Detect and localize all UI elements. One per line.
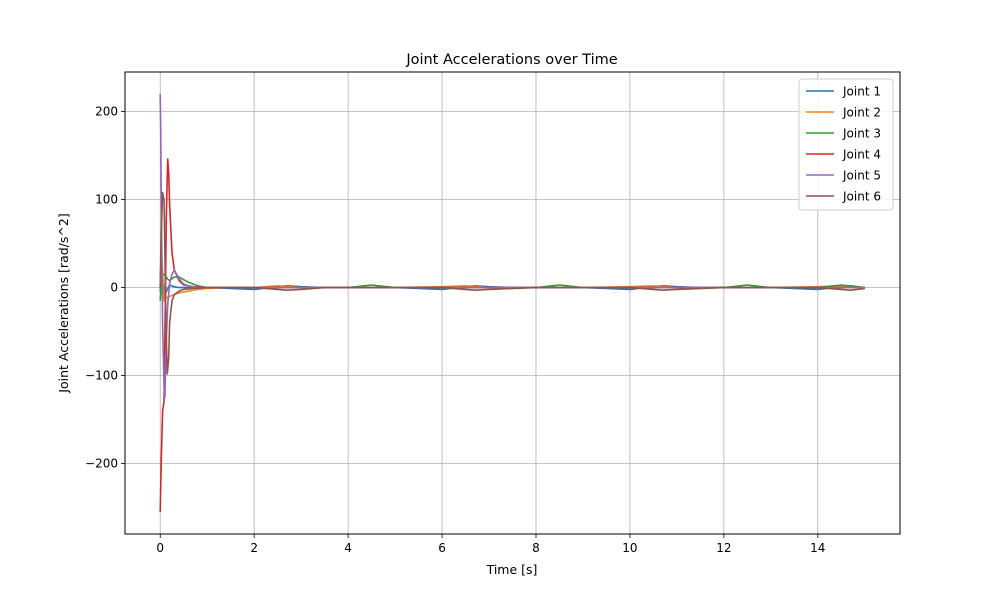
legend-label: Joint 2	[842, 106, 881, 120]
legend: Joint 1 Joint 2 Joint 3 Joint 4 Joint 5 Joint…	[798, 78, 894, 211]
y-tick-label: −200	[85, 457, 118, 471]
legend-label: Joint 1	[842, 85, 881, 99]
y-tick-label: 0	[110, 281, 118, 295]
x-tick-label: 2	[250, 541, 258, 555]
chart-title: Joint Accelerations over Time	[405, 52, 617, 68]
x-tick-label: 14	[810, 541, 825, 555]
x-tick-label: 4	[344, 541, 352, 555]
series-line-joint-6	[159, 191, 865, 375]
series-lines	[159, 93, 865, 513]
y-tick-label: −100	[85, 369, 118, 383]
y-axis-label: Joint Accelerations [rad/s^2]	[56, 213, 71, 393]
legend-label: Joint 3	[842, 127, 881, 141]
plot-frame	[124, 71, 901, 535]
x-tick-label: 0	[156, 541, 164, 555]
y-axis-ticks: −200 −100 0 100 200	[85, 105, 125, 471]
x-tick-label: 6	[438, 541, 446, 555]
x-tick-label: 10	[622, 541, 637, 555]
x-axis-label: Time [s]	[486, 562, 538, 577]
y-tick-label: 200	[95, 105, 118, 119]
x-tick-label: 8	[532, 541, 540, 555]
legend-label: Joint 6	[842, 190, 881, 204]
x-axis-ticks: 0 2 4 6 8 10 12 14	[156, 534, 825, 555]
legend-label: Joint 5	[842, 169, 881, 183]
x-tick-label: 12	[716, 541, 731, 555]
legend-label: Joint 4	[842, 148, 881, 162]
y-tick-label: 100	[95, 193, 118, 207]
